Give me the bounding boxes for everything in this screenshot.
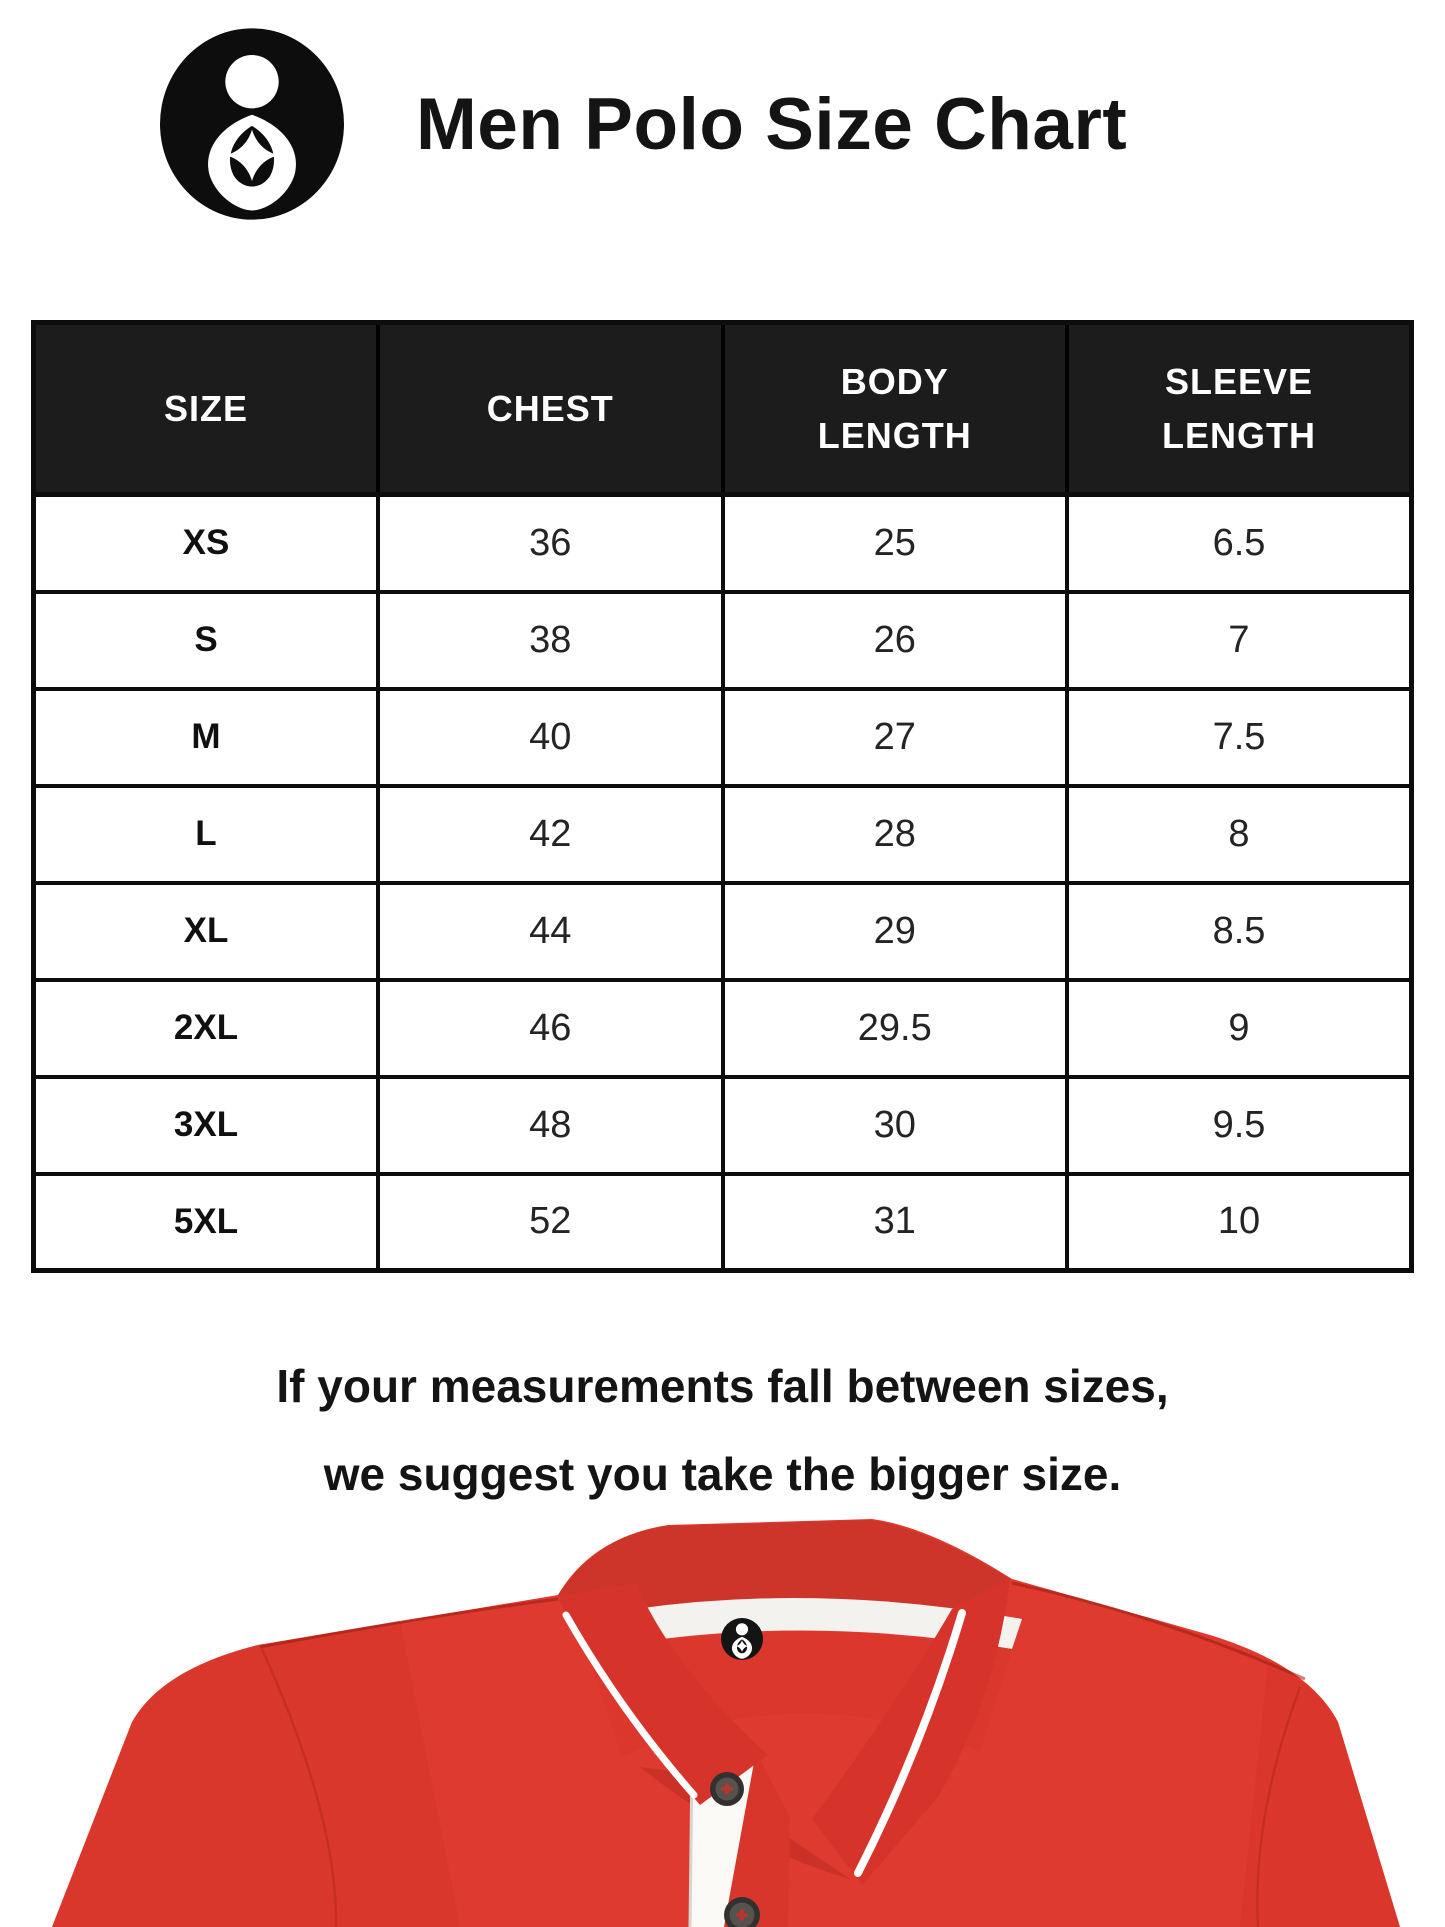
size-cell: L xyxy=(31,783,380,885)
sleeve-length-cell: 8 xyxy=(1065,783,1414,885)
body-length-cell: 25 xyxy=(720,492,1069,594)
size-chart-table-wrap: SIZE CHEST BODY LENGTH SLEEVE LENGTH XS … xyxy=(31,320,1414,1273)
placket-button xyxy=(710,1772,744,1806)
size-cell: S xyxy=(31,589,380,691)
size-cell: XS xyxy=(31,492,380,594)
polo-shirt-image xyxy=(0,1517,1445,1927)
chest-cell: 44 xyxy=(376,880,725,982)
body-length-cell: 27 xyxy=(720,686,1069,788)
column-header-size: SIZE xyxy=(33,322,378,497)
table-row: XS 36 25 6.5 xyxy=(31,492,1414,594)
size-cell: 3XL xyxy=(31,1074,380,1176)
table-row: L 42 28 8 xyxy=(31,783,1414,885)
body-length-cell: 28 xyxy=(720,783,1069,885)
header: Men Polo Size Chart xyxy=(160,28,1127,220)
chest-cell: 36 xyxy=(376,492,725,594)
body-length-cell: 29 xyxy=(720,880,1069,982)
column-header-body-length: BODY LENGTH xyxy=(720,322,1067,497)
sizing-note-line: If your measurements fall between sizes, xyxy=(276,1360,1169,1412)
chest-cell: 48 xyxy=(376,1074,725,1176)
chest-cell: 38 xyxy=(376,589,725,691)
collar-brand-badge xyxy=(721,1618,763,1660)
shirt-collar xyxy=(558,1579,1010,1885)
sleeve-length-cell: 7.5 xyxy=(1065,686,1414,788)
table-row: 3XL 48 30 9.5 xyxy=(31,1074,1414,1176)
column-header-sleeve-length: SLEEVE LENGTH xyxy=(1065,322,1412,497)
sleeve-length-cell: 10 xyxy=(1065,1171,1414,1273)
table-header-row: SIZE CHEST BODY LENGTH SLEEVE LENGTH xyxy=(33,322,1412,497)
placket-button xyxy=(724,1897,760,1927)
sleeve-length-cell: 9 xyxy=(1065,977,1414,1079)
column-header-chest: CHEST xyxy=(376,322,723,497)
sizing-note-line: we suggest you take the bigger size. xyxy=(323,1448,1122,1500)
collar-label-tape xyxy=(575,1598,1022,1651)
chest-cell: 40 xyxy=(376,686,725,788)
body-length-cell: 31 xyxy=(720,1171,1069,1273)
table-row: 5XL 52 31 10 xyxy=(31,1171,1414,1273)
size-cell: 2XL xyxy=(31,977,380,1079)
size-cell: 5XL xyxy=(31,1171,380,1273)
size-cell: M xyxy=(31,686,380,788)
table-row: M 40 27 7.5 xyxy=(31,686,1414,788)
table-row: S 38 26 7 xyxy=(31,589,1414,691)
table-row: XL 44 29 8.5 xyxy=(31,880,1414,982)
page-title: Men Polo Size Chart xyxy=(416,83,1128,165)
sleeve-length-cell: 9.5 xyxy=(1065,1074,1414,1176)
table-row: 2XL 46 29.5 9 xyxy=(31,977,1414,1079)
chest-cell: 52 xyxy=(376,1171,725,1273)
chest-cell: 46 xyxy=(376,977,725,1079)
body-length-cell: 26 xyxy=(720,589,1069,691)
sleeve-length-cell: 8.5 xyxy=(1065,880,1414,982)
brand-logo-icon xyxy=(160,28,344,220)
size-cell: XL xyxy=(31,880,380,982)
size-chart-table: SIZE CHEST BODY LENGTH SLEEVE LENGTH XS … xyxy=(31,320,1414,1273)
body-length-cell: 30 xyxy=(720,1074,1069,1176)
chest-cell: 42 xyxy=(376,783,725,885)
sleeve-length-cell: 7 xyxy=(1065,589,1414,691)
sleeve-length-cell: 6.5 xyxy=(1065,492,1414,594)
polo-shirt-illustration xyxy=(52,1519,1400,1927)
sizing-note: If your measurements fall between sizes,… xyxy=(0,1342,1445,1518)
body-length-cell: 29.5 xyxy=(720,977,1069,1079)
